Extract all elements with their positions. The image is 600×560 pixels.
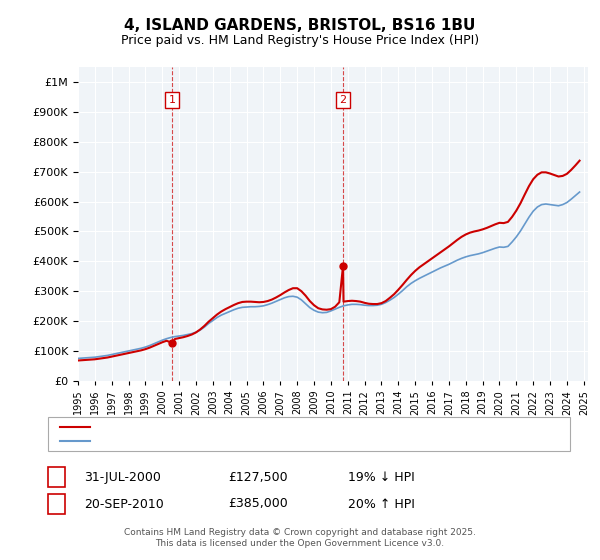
- Text: 31-JUL-2000: 31-JUL-2000: [84, 470, 161, 484]
- Text: HPI: Average price, detached house, City of Bristol: HPI: Average price, detached house, City…: [96, 436, 359, 446]
- Text: 1: 1: [52, 470, 61, 484]
- Text: 20-SEP-2010: 20-SEP-2010: [84, 497, 164, 511]
- Text: £127,500: £127,500: [228, 470, 287, 484]
- Text: Contains HM Land Registry data © Crown copyright and database right 2025.
This d: Contains HM Land Registry data © Crown c…: [124, 528, 476, 548]
- Text: Price paid vs. HM Land Registry's House Price Index (HPI): Price paid vs. HM Land Registry's House …: [121, 34, 479, 48]
- Text: 4, ISLAND GARDENS, BRISTOL, BS16 1BU: 4, ISLAND GARDENS, BRISTOL, BS16 1BU: [124, 18, 476, 32]
- Text: £385,000: £385,000: [228, 497, 288, 511]
- Text: 4, ISLAND GARDENS, BRISTOL, BS16 1BU (detached house): 4, ISLAND GARDENS, BRISTOL, BS16 1BU (de…: [96, 422, 406, 432]
- Text: 2: 2: [340, 95, 347, 105]
- Text: 2: 2: [52, 497, 61, 511]
- Text: 19% ↓ HPI: 19% ↓ HPI: [348, 470, 415, 484]
- Text: 1: 1: [169, 95, 176, 105]
- Text: 20% ↑ HPI: 20% ↑ HPI: [348, 497, 415, 511]
